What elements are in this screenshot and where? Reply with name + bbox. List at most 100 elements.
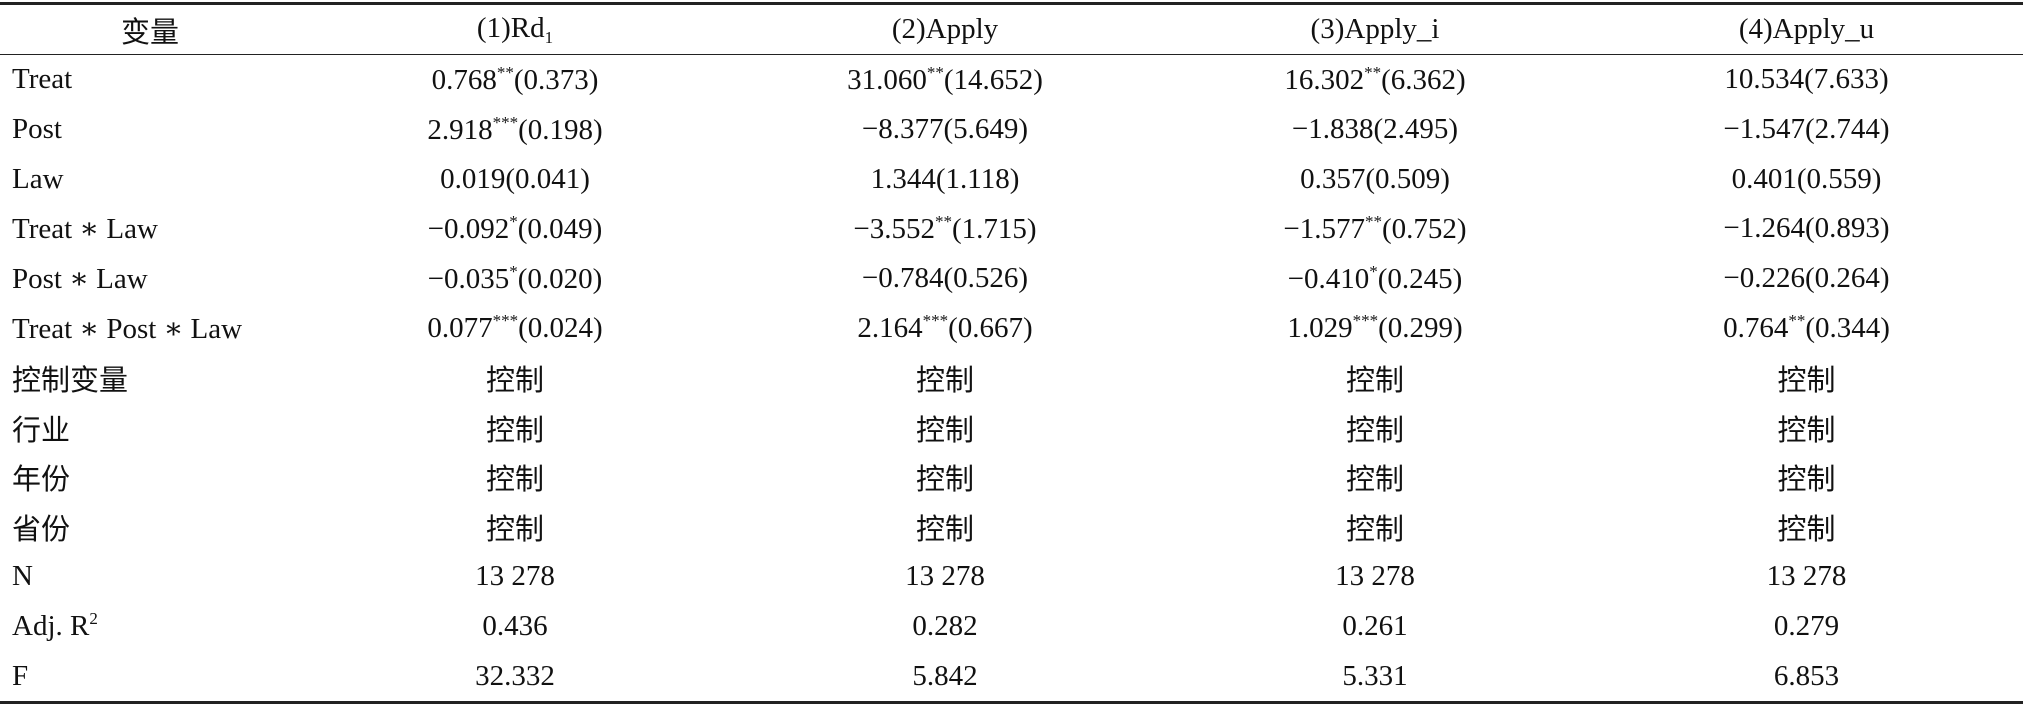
cell-se: (14.652) xyxy=(943,63,1043,96)
cell-coef: 0.357 xyxy=(1300,162,1366,195)
cell-se: (0.264) xyxy=(1805,262,1890,295)
cell-se: (0.344) xyxy=(1805,312,1890,345)
cell-var: Rd xyxy=(510,11,545,44)
table-cell: 0.401(0.559) xyxy=(1590,154,2023,204)
cell-coef: −1.838 xyxy=(1291,113,1374,146)
cell-coef: −3.552 xyxy=(853,212,936,245)
row-label: Treat ∗ Post ∗ Law xyxy=(12,312,243,345)
table-cell: −8.377(5.649) xyxy=(730,105,1160,155)
cell-coef: 1.029 xyxy=(1287,312,1353,345)
table-cell: 0.261 xyxy=(1342,609,1408,642)
table-row: Adj. R2 0.436 0.282 0.261 0.279 xyxy=(0,602,2023,652)
cell-coef: 0.764 xyxy=(1723,312,1789,345)
cell-stars: ** xyxy=(935,211,953,231)
cell-se: (0.299) xyxy=(1378,312,1463,345)
cell-stars: *** xyxy=(492,112,519,132)
header-cell: 变量 xyxy=(0,4,300,55)
cell-stars: ** xyxy=(1364,62,1382,82)
cell-var: Apply_i xyxy=(1344,13,1440,45)
cell-se: (0.245) xyxy=(1377,262,1463,295)
cell-coef: −0.410 xyxy=(1287,262,1370,295)
cell-se: (0.198) xyxy=(518,113,603,146)
cell-coef: −0.035 xyxy=(427,262,510,295)
table-body: Treat 0.768**(0.373) 31.060**(14.652) 16.30… xyxy=(0,55,2023,703)
table-row: 年份 控制 控制 控制 控制 xyxy=(0,453,2023,503)
table-row: Law 0.019(0.041) 1.344(1.118) 0.357(0.509) 0… xyxy=(0,154,2023,204)
table-row: Post ∗ Law −0.035*(0.020) −0.784(0.526) −0.… xyxy=(0,254,2023,304)
table-cell: 控制 xyxy=(915,364,974,397)
cell-se: (0.893) xyxy=(1805,212,1890,245)
cell-se: (7.633) xyxy=(1804,63,1889,96)
cell-coef: −8.377 xyxy=(861,113,944,146)
cell-coef: 1.344 xyxy=(870,162,936,195)
cell-coef: 31.060 xyxy=(847,63,927,96)
table-cell: −1.264(0.893) xyxy=(1590,204,2023,254)
cell-stars: ** xyxy=(496,62,514,82)
cell-stars: ** xyxy=(1365,211,1383,231)
table-cell: −3.552**(1.715) xyxy=(730,204,1160,254)
row-label: 行业 xyxy=(12,414,71,447)
cell-stars: ** xyxy=(926,62,944,82)
table-row: Treat ∗ Law −0.092*(0.049) −3.552**(1.715)… xyxy=(0,204,2023,254)
table-cell: 控制 xyxy=(1345,464,1404,497)
cell-se: (0.559) xyxy=(1796,162,1882,195)
table-cell: 控制 xyxy=(1345,364,1404,397)
table-cell: 0.768**(0.373) xyxy=(300,55,730,105)
table-row: 行业 控制 控制 控制 控制 xyxy=(0,403,2023,453)
header-cell: (1)Rd1 xyxy=(300,4,730,55)
table-cell: 5.331 xyxy=(1342,659,1408,692)
table-cell: 0.282 xyxy=(912,609,978,642)
table-cell: 16.302**(6.362) xyxy=(1160,55,1590,105)
cell-num: (1) xyxy=(476,11,511,44)
cell-stars: * xyxy=(1369,261,1378,281)
cell-coef: 0.768 xyxy=(431,63,497,96)
cell-coef: −0.784 xyxy=(861,262,944,295)
cell-coef: 2.164 xyxy=(857,312,923,345)
row-label: 省份 xyxy=(12,514,71,547)
cell-se: (5.649) xyxy=(943,113,1029,146)
table-cell: −0.784(0.526) xyxy=(730,254,1160,304)
row-label: Law xyxy=(12,162,64,195)
cell-num: (4) xyxy=(1738,13,1773,45)
table-cell: 控制 xyxy=(485,464,544,497)
table-cell: −0.035*(0.020) xyxy=(300,254,730,304)
table-cell: 控制 xyxy=(485,414,544,447)
cell-text: Adj. R xyxy=(12,610,90,643)
table-cell: 13 278 xyxy=(905,560,985,593)
cell-se: (0.020) xyxy=(517,262,603,295)
row-label: 年份 xyxy=(12,464,71,497)
cell-se: (0.041) xyxy=(505,162,590,195)
header-cell: (4)Apply_u xyxy=(1590,4,2023,55)
table-cell: 控制 xyxy=(915,414,974,447)
cell-coef: −0.226 xyxy=(1723,262,1806,295)
table-cell: 控制 xyxy=(915,514,974,547)
table-cell: 0.436 xyxy=(482,609,548,642)
table-cell: 1.344(1.118) xyxy=(730,154,1160,204)
cell-coef: 16.302 xyxy=(1284,63,1365,96)
table-cell: 13 278 xyxy=(1766,560,1847,593)
row-label: Adj. R2 xyxy=(0,602,300,652)
table-cell: −1.547(2.744) xyxy=(1590,105,2023,155)
row-label: Treat ∗ Law xyxy=(12,213,158,246)
table-cell: 2.918***(0.198) xyxy=(300,105,730,155)
cell-coef: −1.577 xyxy=(1283,212,1366,245)
table-cell: −0.410*(0.245) xyxy=(1160,254,1590,304)
header-cell: (3)Apply_i xyxy=(1160,4,1590,55)
cell-se: (0.373) xyxy=(513,63,599,96)
table-row: F 32.332 5.842 5.331 6.853 xyxy=(0,651,2023,703)
cell-stars: *** xyxy=(922,311,949,331)
table-cell: 0.357(0.509) xyxy=(1160,154,1590,204)
header-cell: (2)Apply xyxy=(730,4,1160,55)
table-cell: −1.838(2.495) xyxy=(1160,105,1590,155)
table-cell: 32.332 xyxy=(475,659,555,692)
table-cell: 0.279 xyxy=(1773,609,1840,642)
table-cell: −0.092*(0.049) xyxy=(300,204,730,254)
table-cell: 控制 xyxy=(1777,514,1836,547)
cell-stars: *** xyxy=(1352,311,1379,331)
row-label: N xyxy=(12,560,33,593)
table-cell: 控制 xyxy=(1777,414,1836,447)
cell-se: (6.362) xyxy=(1381,63,1466,96)
cell-se: (0.667) xyxy=(948,312,1033,345)
table-cell: 1.029***(0.299) xyxy=(1160,303,1590,353)
